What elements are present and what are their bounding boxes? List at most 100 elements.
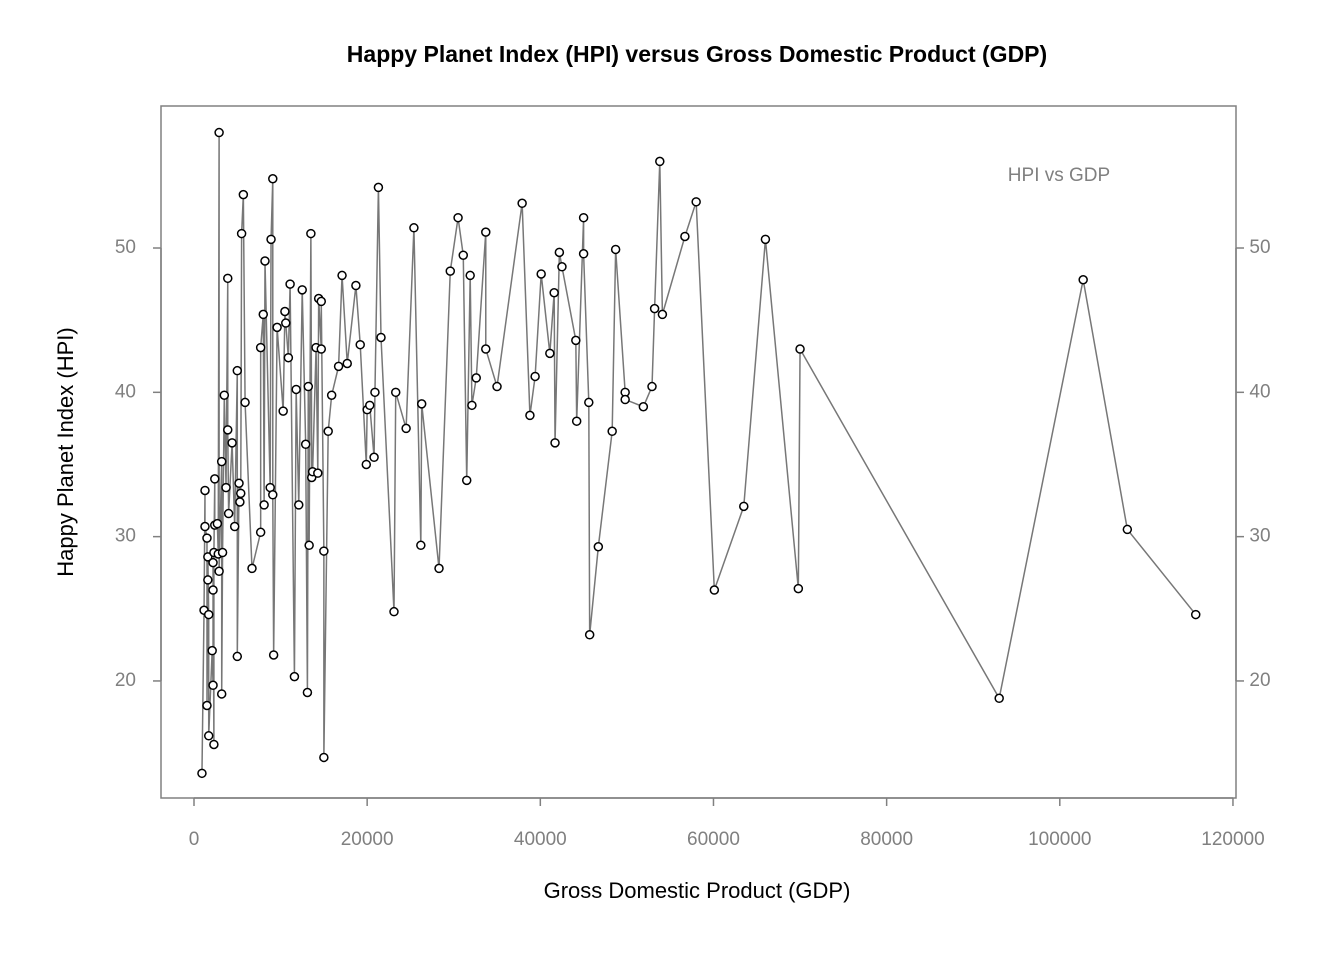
x-tick-label: 80000 (860, 829, 913, 850)
data-point (203, 731, 214, 741)
data-line (201, 132, 1197, 774)
data-point (202, 700, 212, 711)
data-point (258, 309, 269, 320)
data-point (208, 585, 218, 595)
data-point (208, 680, 218, 691)
data-point (337, 270, 347, 281)
data-point (610, 244, 621, 255)
data-point (458, 250, 469, 260)
data-point (266, 234, 276, 245)
data-point (549, 287, 559, 298)
data-point (214, 127, 224, 138)
data-point (297, 285, 307, 295)
data-point (373, 182, 384, 193)
data-point (445, 266, 456, 276)
y2-tick-label: 20 (1249, 670, 1270, 691)
data-point (571, 416, 582, 426)
data-point (202, 533, 212, 543)
chart-title: Happy Planet Index (HPI) versus Gross Do… (347, 41, 1047, 67)
data-point (285, 279, 295, 289)
data-point (209, 739, 219, 750)
data-point (319, 546, 329, 556)
data-point (232, 651, 243, 662)
data-point (593, 541, 604, 552)
data-point (235, 488, 246, 499)
y2-tick-label: 40 (1249, 381, 1270, 402)
y2-tick-label: 30 (1249, 526, 1270, 547)
data-point (227, 438, 237, 448)
data-point (304, 540, 314, 551)
data-point (416, 540, 426, 551)
data-point (281, 318, 291, 328)
data-point (530, 371, 540, 382)
data-point (557, 262, 567, 272)
data-point (259, 500, 269, 510)
data-point (467, 400, 477, 411)
y-tick-label: 20 (115, 670, 136, 691)
y-tick-label: 30 (115, 526, 136, 547)
data-point (200, 485, 210, 496)
data-point (217, 547, 228, 558)
data-point (680, 231, 690, 242)
data-point (232, 365, 243, 376)
data-point (355, 339, 365, 350)
y-axis-title: Happy Planet Index (HPI) (53, 327, 78, 576)
data-point (302, 687, 313, 698)
data-point (365, 400, 375, 411)
data-point (229, 521, 240, 532)
data-point (709, 585, 720, 595)
data-point (240, 397, 250, 408)
data-point (525, 410, 535, 421)
data-point (303, 381, 314, 392)
data-point (268, 490, 278, 500)
data-point (223, 273, 233, 284)
data-point (760, 234, 771, 245)
data-point (638, 402, 649, 412)
data-point (578, 249, 589, 259)
data-point (571, 335, 581, 346)
data-point (390, 387, 401, 398)
data-point (369, 452, 379, 463)
data-point (434, 563, 444, 574)
x-tick-label: 120000 (1201, 829, 1264, 850)
data-point (361, 459, 372, 470)
data-point (200, 521, 210, 532)
data-point (1078, 275, 1088, 285)
data-point (323, 426, 333, 437)
data-point (216, 456, 227, 467)
data-point (234, 478, 244, 488)
data-point (291, 384, 301, 395)
data-point (492, 381, 502, 392)
data-point (655, 156, 665, 167)
data-point (481, 227, 491, 237)
data-point (657, 309, 668, 320)
y2-tick-label: 50 (1249, 237, 1270, 258)
data-point (235, 497, 245, 507)
data-point (739, 501, 749, 512)
data-point (255, 527, 266, 538)
data-point (649, 303, 660, 314)
data-point (306, 228, 316, 239)
data-point (376, 332, 386, 343)
data-point (208, 557, 218, 568)
data-point (221, 482, 231, 493)
x-tick-label: 20000 (341, 829, 394, 850)
x-tick-label: 0 (189, 829, 200, 850)
data-point (461, 475, 472, 486)
data-point (236, 228, 247, 239)
data-point (289, 671, 300, 682)
x-axis-title: Gross Domestic Product (GDP) (544, 878, 851, 903)
data-point (212, 518, 223, 529)
data-point (795, 344, 805, 354)
data-point (578, 212, 589, 223)
legend-label: HPI vs GDP (1008, 165, 1110, 186)
data-point (994, 693, 1004, 704)
data-point (1190, 609, 1201, 620)
data-point (203, 575, 213, 585)
data-point (471, 373, 481, 383)
data-point (316, 344, 327, 354)
data-point (1122, 524, 1133, 535)
data-point (351, 280, 361, 291)
data-point (545, 348, 555, 359)
